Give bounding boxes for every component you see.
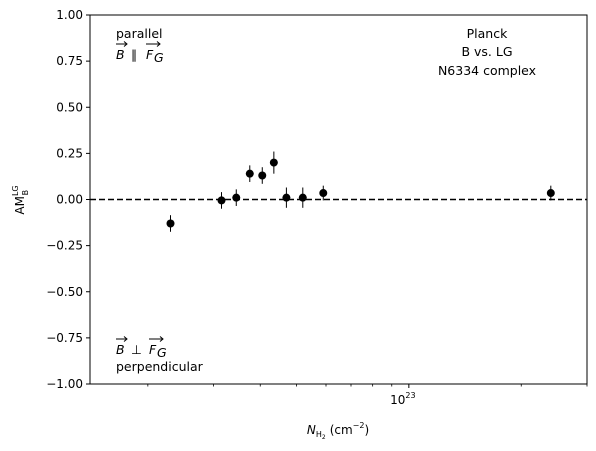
x-axis-label-subsub: 2 bbox=[322, 434, 326, 441]
y-tick-label: −0.25 bbox=[46, 239, 83, 253]
perp-arrow-b bbox=[116, 336, 128, 342]
data-point bbox=[546, 189, 555, 198]
data-point bbox=[245, 169, 254, 178]
parallel-arrow-b bbox=[116, 41, 128, 47]
x-tick-label: 1023 bbox=[390, 391, 415, 407]
parallel-vec-f-sub: G bbox=[154, 50, 164, 65]
y-axis-label: AMLGB bbox=[11, 185, 30, 214]
parallel-arrow-f bbox=[146, 41, 161, 47]
x-axis-label-unit-close: ) bbox=[364, 423, 369, 437]
x-axis-label-base: N bbox=[307, 423, 316, 437]
parallel-formula: B ∥ F G bbox=[116, 41, 164, 65]
data-point bbox=[217, 196, 226, 205]
perpendicular-text: perpendicular bbox=[116, 359, 204, 374]
x-tick-label-base: 10 bbox=[390, 393, 405, 407]
y-tick-label: −0.50 bbox=[46, 285, 83, 299]
perp-arrow-f bbox=[149, 336, 164, 342]
perpendicular-annotation: B ⊥ F G perpendicular bbox=[116, 336, 204, 374]
perp-vec-f-sub: G bbox=[157, 345, 167, 360]
perp-vec-b: B bbox=[116, 342, 125, 357]
perp-symbol: ⊥ bbox=[131, 342, 142, 357]
data-point bbox=[269, 158, 278, 167]
perpendicular-formula: B ⊥ F G bbox=[116, 336, 167, 360]
y-tick-label: 1.00 bbox=[56, 8, 83, 22]
y-axis-label-base: AM bbox=[13, 196, 27, 215]
parallel-vec-f: F bbox=[146, 47, 154, 62]
x-axis-label-unit-exp: −2 bbox=[353, 421, 365, 430]
y-tick-label: 0.25 bbox=[56, 146, 83, 160]
source-line-1: Planck bbox=[467, 26, 508, 41]
data-point bbox=[319, 189, 328, 198]
plot-area: −1.00 −0.75 −0.50 −0.25 0.00 0.25 0.50 0.75 1.00… bbox=[46, 8, 588, 407]
y-tick-label: −0.75 bbox=[46, 331, 83, 345]
x-axis-label: NH2 (cm−2) bbox=[307, 421, 369, 441]
x-axis-label-unit: (cm bbox=[330, 423, 353, 437]
perp-vec-f: F bbox=[149, 342, 157, 357]
y-axis-label-sup: LG bbox=[11, 185, 20, 196]
x-tick-label-exp: 23 bbox=[405, 391, 415, 400]
data-point bbox=[166, 219, 175, 228]
y-tick-label: 0.75 bbox=[56, 54, 83, 68]
source-line-3: N6334 complex bbox=[438, 63, 536, 78]
data-point bbox=[232, 193, 241, 202]
source-line-2: B vs. LG bbox=[461, 44, 512, 59]
y-tick-label: 0.50 bbox=[56, 100, 83, 114]
parallel-symbol: ∥ bbox=[131, 47, 137, 62]
y-tick-label: 0.00 bbox=[56, 193, 83, 207]
data-point bbox=[258, 171, 267, 180]
data-point bbox=[298, 193, 307, 202]
source-annotation: Planck B vs. LG N6334 complex bbox=[438, 26, 536, 78]
x-axis-label-sub: H bbox=[316, 430, 322, 439]
y-axis-label-sub: B bbox=[21, 190, 30, 196]
parallel-annotation: parallel B ∥ F G bbox=[116, 26, 164, 65]
parallel-text: parallel bbox=[116, 26, 163, 41]
y-tick-label: −1.00 bbox=[46, 377, 83, 391]
parallel-vec-b: B bbox=[116, 47, 125, 62]
data-point bbox=[282, 193, 291, 202]
